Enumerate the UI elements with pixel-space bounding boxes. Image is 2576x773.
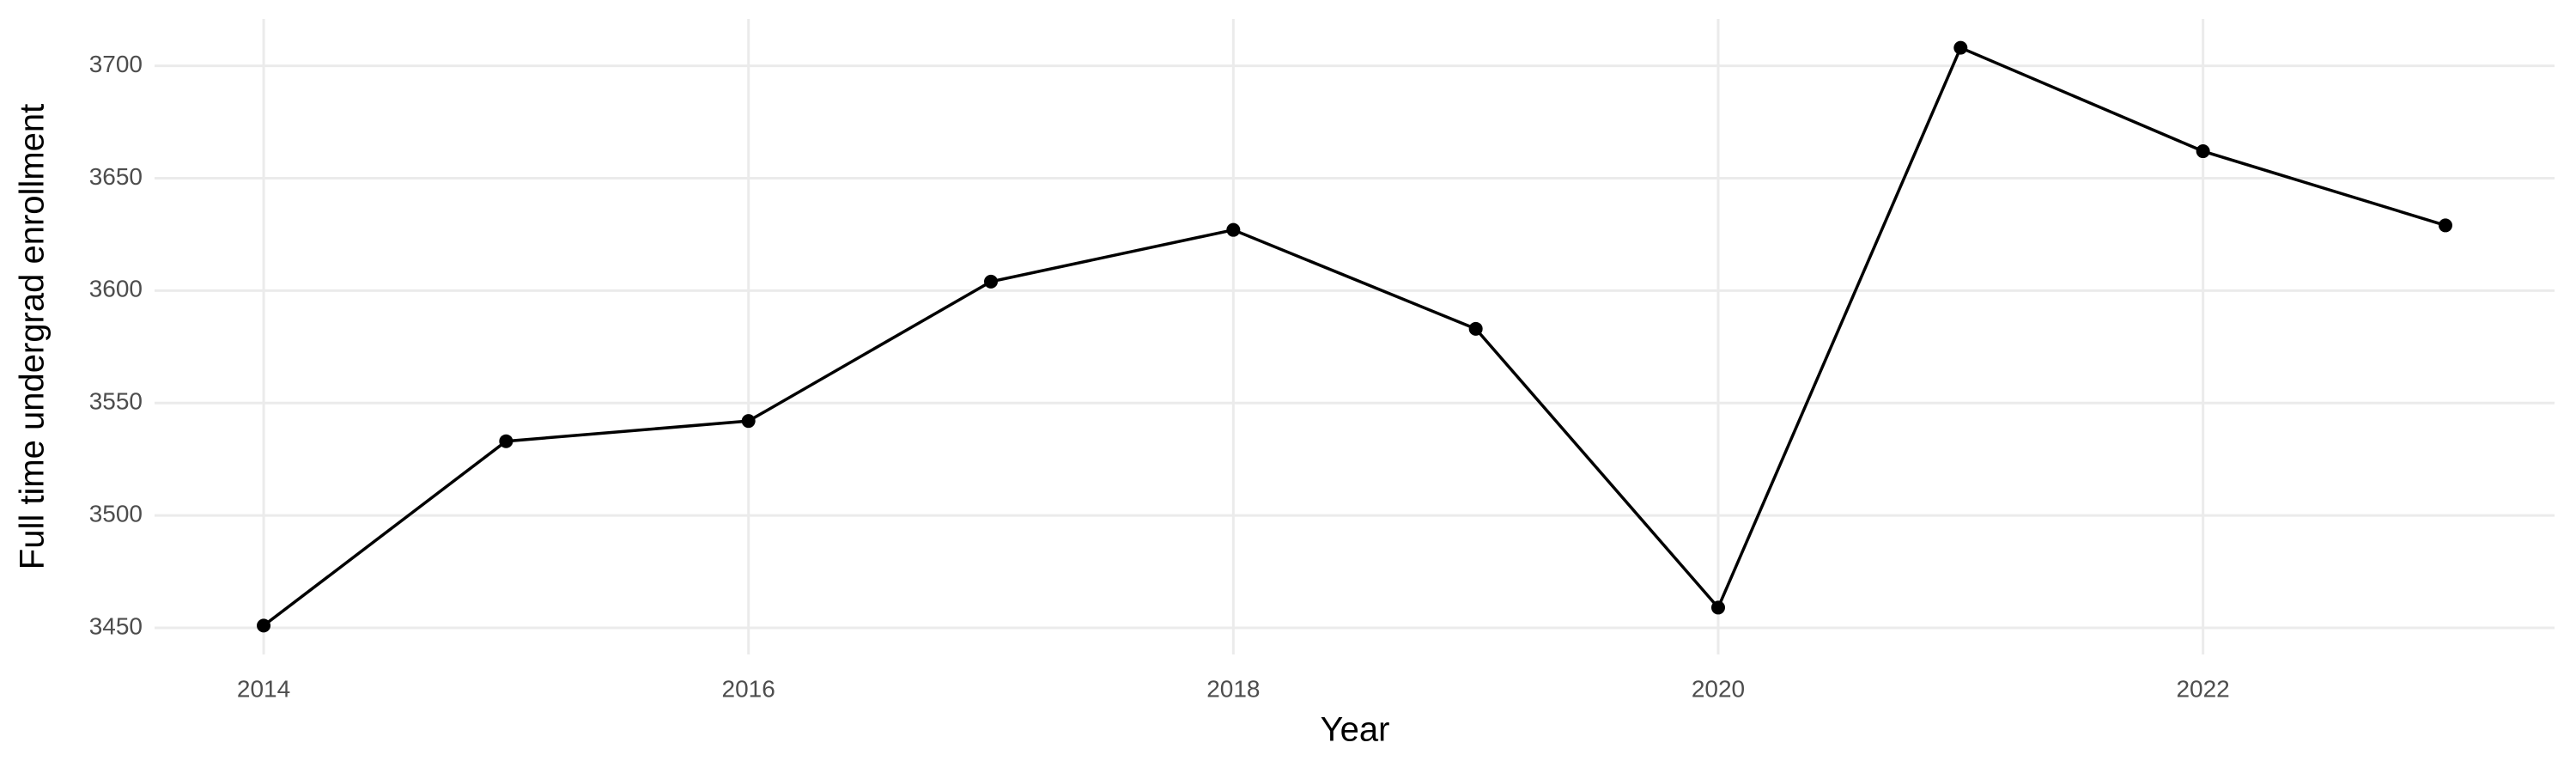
- y-tick-label: 3450: [89, 612, 143, 639]
- y-tick-label: 3700: [89, 51, 143, 77]
- x-tick-label: 2022: [2176, 675, 2229, 702]
- point: [1226, 222, 1241, 237]
- y-axis-title: Full time undergrad enrollment: [14, 104, 52, 569]
- x-tick-label: 2020: [1692, 675, 1745, 702]
- x-tick-label: 2014: [237, 675, 290, 702]
- point: [984, 274, 999, 289]
- point: [1953, 40, 1968, 55]
- point: [741, 414, 756, 429]
- point: [257, 618, 271, 633]
- y-tick-label: 3550: [89, 388, 143, 415]
- x-tick-label: 2016: [722, 675, 775, 702]
- y-tick-label: 3500: [89, 500, 143, 526]
- x-axis-title: Year: [1321, 711, 1390, 749]
- line: [262, 46, 2446, 627]
- point: [1710, 600, 1725, 615]
- point: [2438, 218, 2452, 233]
- y-tick-label: 3600: [89, 276, 143, 302]
- y-tick-label: 3650: [89, 163, 143, 190]
- point: [499, 434, 513, 448]
- x-tick-label: 2018: [1206, 675, 1260, 702]
- point: [1468, 321, 1483, 336]
- point: [2196, 144, 2210, 159]
